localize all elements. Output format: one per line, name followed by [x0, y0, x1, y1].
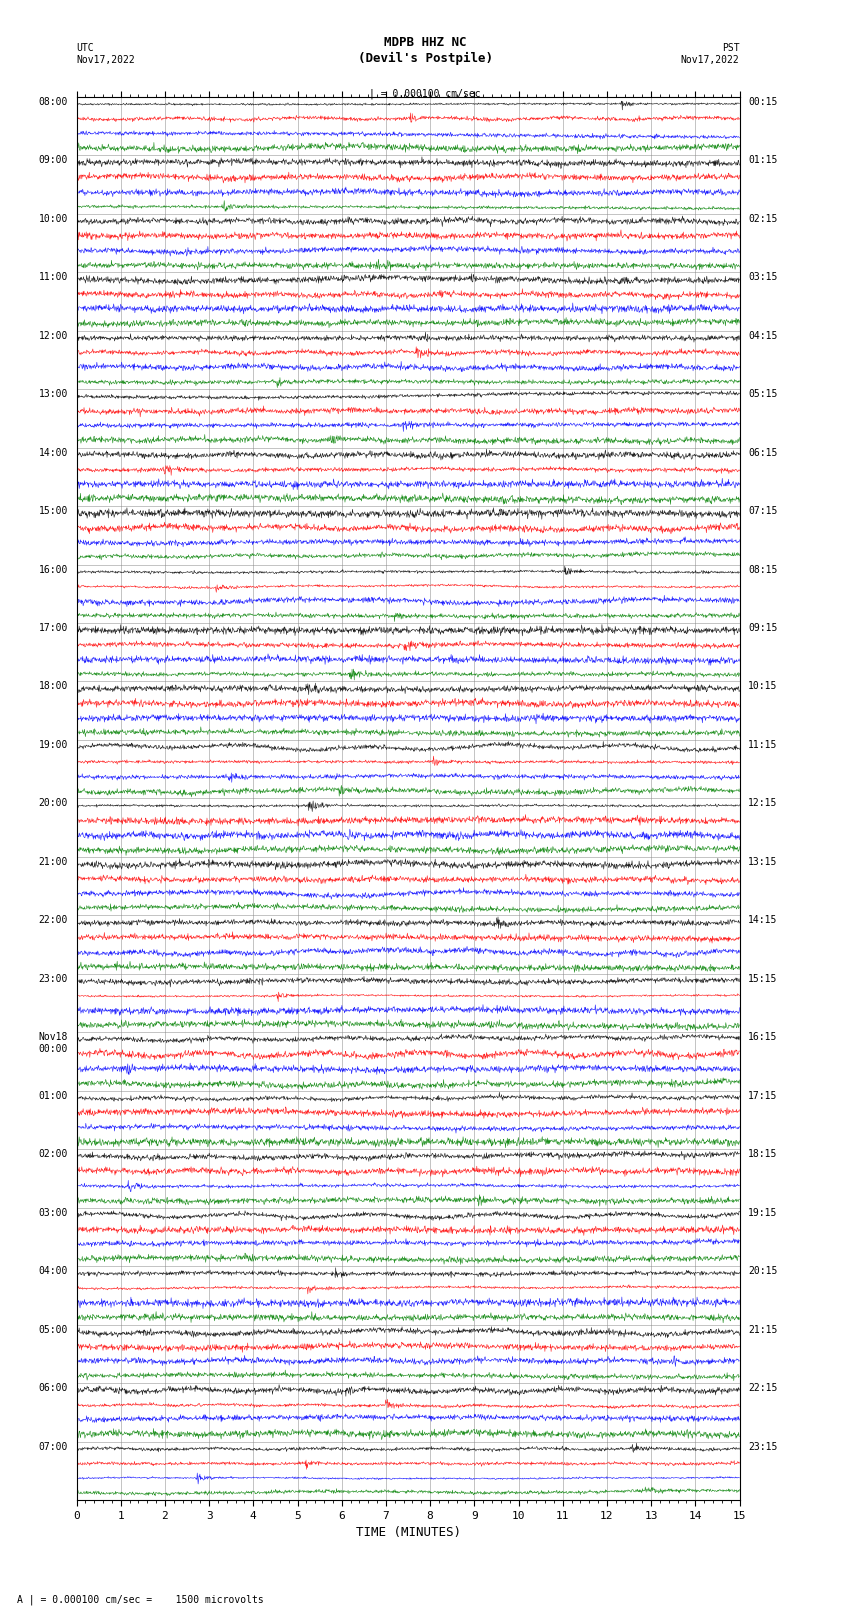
Text: 21:15: 21:15 — [748, 1324, 778, 1334]
Text: A | = 0.000100 cm/sec =    1500 microvolts: A | = 0.000100 cm/sec = 1500 microvolts — [17, 1594, 264, 1605]
Text: 04:00: 04:00 — [38, 1266, 68, 1276]
Text: 09:00: 09:00 — [38, 155, 68, 165]
Text: 12:00: 12:00 — [38, 331, 68, 340]
Text: 22:15: 22:15 — [748, 1384, 778, 1394]
Text: 00:15: 00:15 — [748, 97, 778, 106]
Text: 22:00: 22:00 — [38, 916, 68, 926]
Text: 02:00: 02:00 — [38, 1148, 68, 1160]
Text: 23:15: 23:15 — [748, 1442, 778, 1452]
Text: UTC
Nov17,2022: UTC Nov17,2022 — [76, 44, 135, 65]
Text: 06:00: 06:00 — [38, 1384, 68, 1394]
Text: PST
Nov17,2022: PST Nov17,2022 — [681, 44, 740, 65]
Text: | = 0.000100 cm/sec: | = 0.000100 cm/sec — [369, 89, 481, 100]
Text: 14:15: 14:15 — [748, 916, 778, 926]
Text: 23:00: 23:00 — [38, 974, 68, 984]
Text: 13:00: 13:00 — [38, 389, 68, 398]
Text: 18:15: 18:15 — [748, 1148, 778, 1160]
Text: 05:15: 05:15 — [748, 389, 778, 398]
Text: 19:00: 19:00 — [38, 740, 68, 750]
Text: 10:00: 10:00 — [38, 215, 68, 224]
Text: 16:15: 16:15 — [748, 1032, 778, 1042]
Text: 09:15: 09:15 — [748, 623, 778, 632]
Text: 11:15: 11:15 — [748, 740, 778, 750]
Text: 19:15: 19:15 — [748, 1208, 778, 1218]
Text: 08:00: 08:00 — [38, 97, 68, 106]
X-axis label: TIME (MINUTES): TIME (MINUTES) — [355, 1526, 461, 1539]
Text: 06:15: 06:15 — [748, 448, 778, 458]
Text: 14:00: 14:00 — [38, 448, 68, 458]
Text: 18:00: 18:00 — [38, 682, 68, 692]
Text: 21:00: 21:00 — [38, 857, 68, 866]
Text: 20:15: 20:15 — [748, 1266, 778, 1276]
Text: 16:00: 16:00 — [38, 565, 68, 574]
Text: 13:15: 13:15 — [748, 857, 778, 866]
Text: MDPB HHZ NC
(Devil's Postpile): MDPB HHZ NC (Devil's Postpile) — [358, 37, 492, 65]
Text: 08:15: 08:15 — [748, 565, 778, 574]
Text: 03:00: 03:00 — [38, 1208, 68, 1218]
Text: 12:15: 12:15 — [748, 798, 778, 808]
Text: Nov18
00:00: Nov18 00:00 — [38, 1032, 68, 1053]
Text: 17:00: 17:00 — [38, 623, 68, 632]
Text: 05:00: 05:00 — [38, 1324, 68, 1334]
Text: 07:00: 07:00 — [38, 1442, 68, 1452]
Text: 15:15: 15:15 — [748, 974, 778, 984]
Text: 03:15: 03:15 — [748, 273, 778, 282]
Text: 04:15: 04:15 — [748, 331, 778, 340]
Text: 17:15: 17:15 — [748, 1090, 778, 1100]
Text: 01:00: 01:00 — [38, 1090, 68, 1100]
Text: 20:00: 20:00 — [38, 798, 68, 808]
Text: 02:15: 02:15 — [748, 215, 778, 224]
Text: 11:00: 11:00 — [38, 273, 68, 282]
Text: 10:15: 10:15 — [748, 682, 778, 692]
Text: 15:00: 15:00 — [38, 506, 68, 516]
Text: 07:15: 07:15 — [748, 506, 778, 516]
Text: 01:15: 01:15 — [748, 155, 778, 165]
